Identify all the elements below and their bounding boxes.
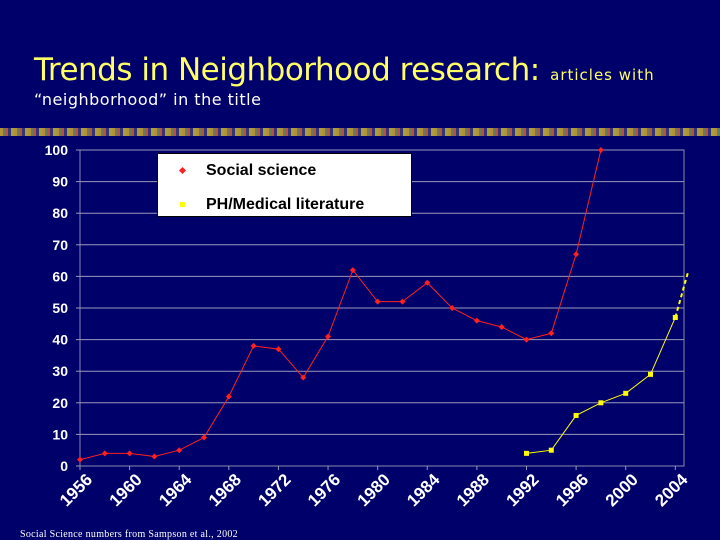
legend-label-social-science: Social science <box>206 162 317 179</box>
data-point <box>201 434 208 441</box>
x-tick-label: 1996 <box>552 470 592 510</box>
data-point <box>672 314 678 320</box>
x-tick-label: 1968 <box>205 470 245 510</box>
data-point <box>449 305 456 311</box>
series-line-1 <box>526 317 676 454</box>
data-point <box>598 400 604 406</box>
y-tick-label: 80 <box>52 205 68 221</box>
data-point <box>548 447 554 453</box>
data-point <box>399 298 406 305</box>
y-tick-label: 50 <box>52 300 68 316</box>
data-point <box>623 390 629 396</box>
y-tick-label: 70 <box>52 237 68 253</box>
data-point <box>225 393 232 400</box>
x-tick-label: 1956 <box>56 470 96 510</box>
y-tick-label: 60 <box>52 268 68 284</box>
slide-title: Trends in Neighborhood research: article… <box>34 52 714 109</box>
y-tick-label: 10 <box>52 426 68 442</box>
data-point <box>523 450 529 456</box>
data-point <box>498 323 505 330</box>
title-sub: articles with <box>550 66 655 84</box>
diamond-marker-icon <box>178 166 187 175</box>
legend-label-ph-medical: PH/Medical literature <box>206 196 365 213</box>
x-tick-label: 2000 <box>602 470 642 510</box>
y-tick-label: 0 <box>60 458 68 474</box>
data-point <box>473 317 480 324</box>
data-point <box>275 346 282 353</box>
data-point <box>523 336 530 343</box>
y-tick-label: 20 <box>52 395 68 411</box>
data-point <box>176 447 183 454</box>
data-point <box>77 456 83 463</box>
data-point <box>573 412 579 418</box>
data-point <box>424 279 431 286</box>
x-tick-label: 1980 <box>354 470 394 510</box>
series-line-0 <box>79 149 602 461</box>
data-point <box>548 330 555 337</box>
data-point <box>597 147 604 153</box>
x-tick-label: 1960 <box>106 470 146 510</box>
data-point <box>648 371 654 377</box>
decorative-divider <box>0 128 720 136</box>
x-tick-label: 1988 <box>453 470 493 510</box>
x-tick-label: 2004 <box>651 470 692 511</box>
source-footnote: Social Science numbers from Sampson et a… <box>20 529 238 540</box>
data-point <box>374 298 381 305</box>
y-tick-label: 100 <box>45 142 69 158</box>
data-point <box>250 342 257 349</box>
title-main: Trends in Neighborhood research: <box>34 52 540 88</box>
series-projection-1 <box>674 272 689 318</box>
x-tick-label: 1984 <box>403 470 444 511</box>
y-tick-label: 90 <box>52 174 68 190</box>
data-point <box>101 450 108 457</box>
data-point <box>349 267 356 274</box>
x-tick-label: 1964 <box>155 470 196 511</box>
data-point <box>151 453 158 460</box>
square-marker-icon <box>180 202 185 207</box>
y-tick-label: 30 <box>52 363 68 379</box>
chart-legend: Social science PH/Medical literature <box>157 153 412 217</box>
x-tick-label: 1992 <box>503 470 543 510</box>
x-tick-label: 1972 <box>254 470 294 510</box>
data-point <box>573 251 580 258</box>
title-line2: “neighborhood” in the title <box>34 90 262 109</box>
data-point <box>126 450 133 457</box>
data-point <box>325 333 332 340</box>
data-point <box>300 374 307 381</box>
y-tick-label: 40 <box>52 332 68 348</box>
x-tick-label: 1976 <box>304 470 344 510</box>
